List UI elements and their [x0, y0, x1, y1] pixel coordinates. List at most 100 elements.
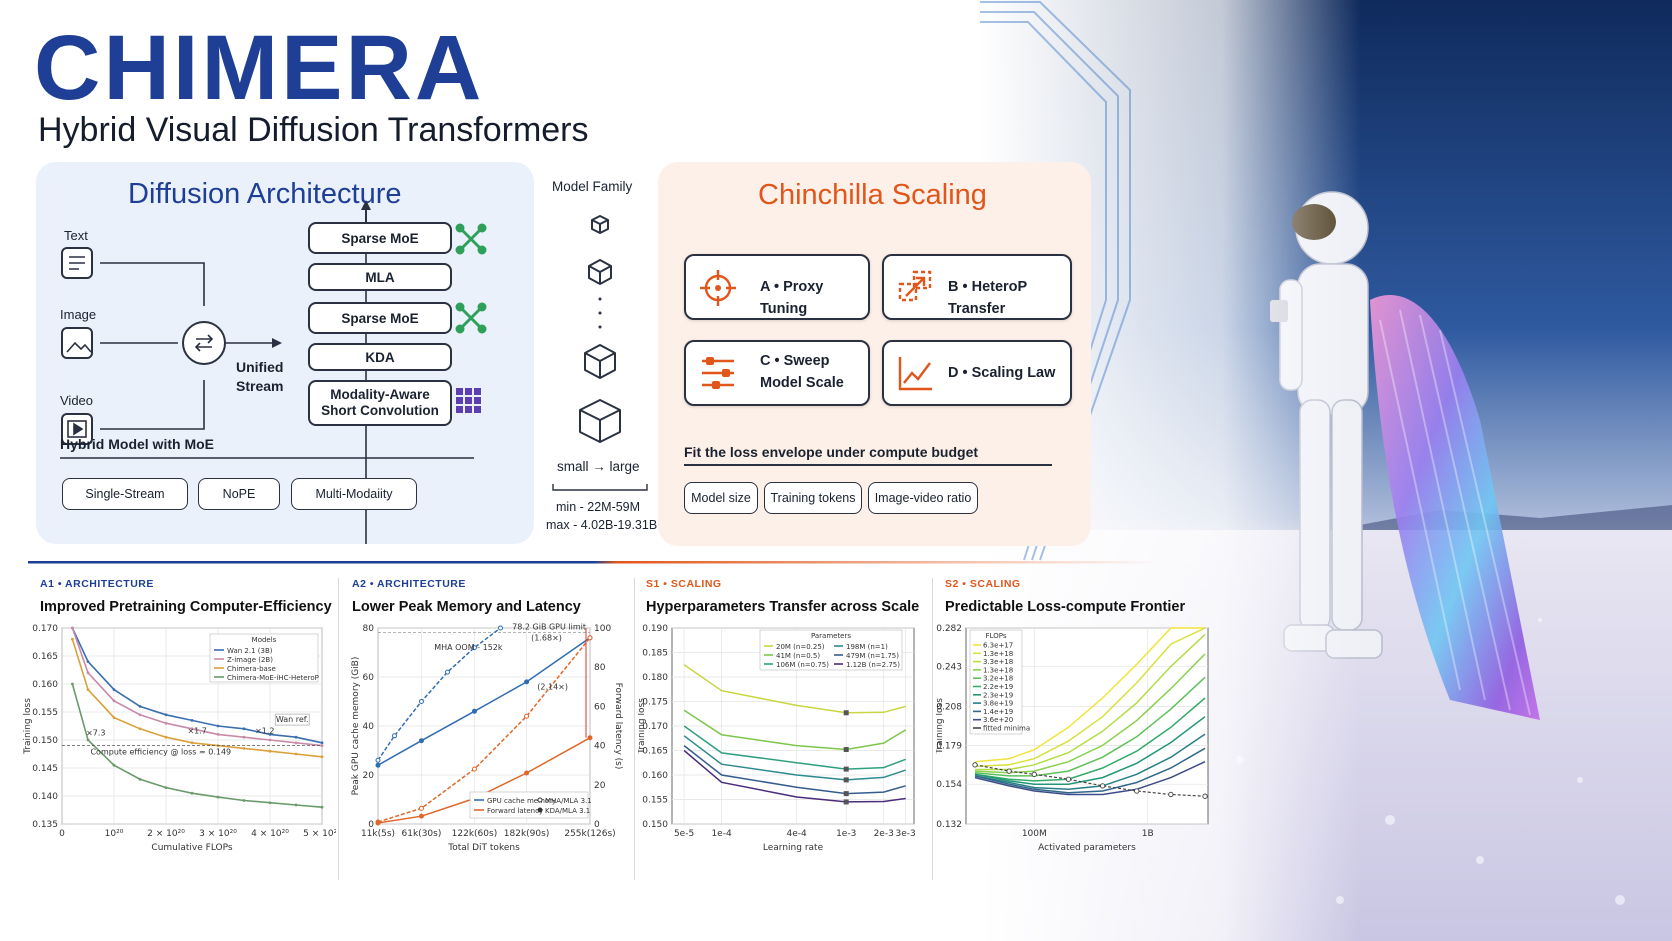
y-tick-label: 0.282 [936, 624, 962, 634]
data-point [138, 777, 142, 781]
minimum-marker [843, 710, 849, 716]
series-line-0 [683, 664, 906, 714]
tag-model-size: Model size [684, 482, 758, 514]
legend-label: 1.12B (n=2.75) [846, 661, 900, 669]
data-point [86, 688, 90, 691]
data-point [320, 805, 324, 809]
legend-label: Forward latency [487, 807, 543, 815]
block-short-convolution-line1: Modality-Aware [330, 386, 430, 402]
data-point [216, 724, 220, 728]
data-point [190, 791, 194, 795]
series-line-9 [974, 761, 1206, 796]
x-axis-label: Learning rate [763, 843, 824, 853]
y-tick-label: 0.140 [32, 792, 58, 802]
data-point [320, 741, 324, 745]
chinchilla-divider [684, 464, 1052, 466]
legend-label: 106M (n=0.75) [776, 661, 829, 669]
data-point [445, 669, 451, 675]
series-line-6 [974, 716, 1206, 785]
transfer-icon [898, 270, 932, 302]
x-tick-label: 100M [1022, 829, 1047, 839]
data-point [524, 713, 530, 719]
data-point [71, 626, 74, 630]
input-label-text: Text [64, 228, 88, 243]
cube-icon-lg [579, 399, 621, 443]
annotation-label: (2.14×) [537, 682, 568, 691]
plot-s2-tag: S2 • SCALING [945, 578, 1021, 590]
data-point [320, 744, 324, 747]
fitted-minimum-point [1134, 788, 1140, 794]
x-tick-label: 10²⁰ [105, 829, 124, 839]
legend-label: 2.2e+19 [983, 683, 1013, 691]
series-line-0 [377, 627, 501, 761]
fitted-minimum-point [1168, 791, 1174, 798]
data-point [138, 705, 142, 708]
input-label-video: Video [60, 393, 94, 408]
data-point [190, 719, 194, 722]
page-title: CHIMERA [34, 17, 485, 119]
block-kda: KDA [308, 343, 452, 371]
series-line-1 [974, 627, 1206, 768]
minimum-marker [843, 747, 849, 753]
step-proxy-tuning: A • Proxy Tuning [684, 254, 870, 320]
crosshair-icon [700, 270, 736, 306]
legend-box [759, 629, 903, 671]
series-line-3 [683, 735, 906, 781]
annotation-label: 78.2 GiB GPU limit [512, 622, 586, 631]
x-tick-label: 5 × 10²⁰ [303, 829, 336, 839]
data-point [164, 713, 168, 717]
x-tick-label: 61k(30s) [402, 829, 442, 839]
y-axis-label: Training loss [23, 698, 33, 755]
y-tick-label: 0.150 [32, 736, 58, 746]
step-scaling-law: D • Scaling Law [882, 340, 1072, 406]
y-axis-label: Training loss [936, 698, 945, 755]
y-tick-label: 0.243 [936, 662, 962, 672]
chart-loss-frontier: 0.132 0.154 0.179 0.208 0.243 0.282 100M 1B Acti… [936, 624, 1209, 853]
y-tick-label: 0.155 [642, 796, 668, 806]
input-label-image: Image [60, 307, 97, 322]
y-tick-label: 0 [368, 820, 374, 830]
minimum-marker [843, 766, 849, 772]
chinchilla-scaling-card: Chinchilla Scaling A • Proxy Tuning B • … [658, 162, 1091, 546]
y-right-tick-label: 60 [594, 702, 606, 712]
tag-image-video-ratio: Image-video ratio [868, 482, 978, 514]
legend-label: 1.3e+18 [983, 666, 1013, 674]
data-point [418, 813, 424, 819]
plot-a2-title: Lower Peak Memory and Latency [352, 599, 581, 615]
y-tick-label: 0.145 [32, 764, 58, 774]
x-tick-label: 11k(5s) [361, 829, 395, 839]
x-tick-label: 0 [59, 829, 65, 839]
legend-label: Z-image (2B) [227, 656, 273, 664]
fitted-minimum-point [1065, 776, 1072, 782]
data-point [268, 801, 272, 805]
series-line-5 [974, 697, 1206, 782]
data-point [294, 741, 298, 745]
x-axis-label: Total DiT tokens [447, 843, 520, 853]
series-line-4 [683, 745, 906, 795]
data-point [112, 716, 116, 719]
y-tick-label: 0.208 [936, 703, 962, 713]
data-point [216, 733, 220, 736]
chart-memory-latency: 0 20 40 60 80 0 20 40 60 80 100 11k(5s) 61k(30s) 122k… [351, 622, 623, 853]
block-sparse-moe-bottom: Sparse MoE [308, 302, 452, 334]
legend-label: 6.3e+17 [983, 642, 1013, 650]
annotation-label: MHA OOM - 152k [434, 643, 503, 652]
sliders-icon [702, 357, 734, 389]
model-family-min: min - 22M-59M [556, 500, 641, 514]
legend-box [969, 629, 1023, 735]
data-point [138, 727, 142, 731]
legend-box [469, 791, 589, 819]
architecture-title: Diffusion Architecture [128, 178, 402, 210]
legend-box [209, 633, 319, 683]
y-tick-label: 0.150 [642, 820, 668, 830]
data-point [190, 741, 194, 745]
annotation-label: ×7.3 [86, 729, 105, 738]
model-family-bracket [552, 484, 648, 491]
y-tick-label: 20 [363, 771, 375, 781]
plot-s1-title: Hyperparameters Transfer across Scale [646, 599, 920, 615]
fitted-minimum-point [1202, 793, 1208, 799]
legend-label: 20M (n=0.25) [776, 643, 825, 651]
fitted-minimum-point [1099, 783, 1106, 789]
annotation-box [274, 713, 310, 726]
legend-label: 3.2e+18 [983, 675, 1013, 683]
